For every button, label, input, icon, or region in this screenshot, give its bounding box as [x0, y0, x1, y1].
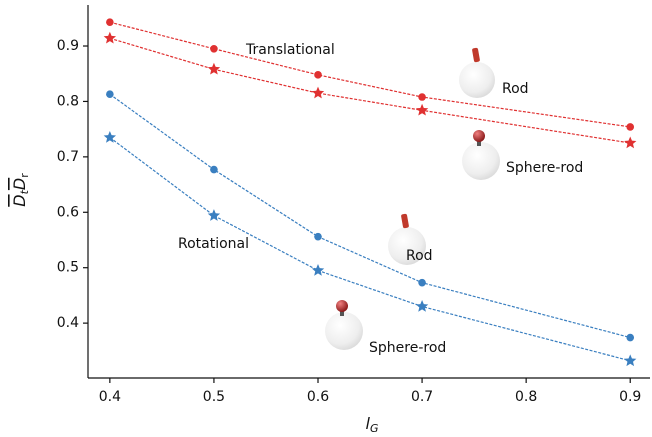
series-line [109, 21, 631, 128]
y-tick-label: 0.8 [57, 93, 79, 109]
y-tick-label: 0.7 [57, 149, 79, 165]
point-marker [626, 123, 635, 131]
y-label-base: D [10, 178, 29, 190]
x-tick-label: 0.9 [619, 389, 641, 405]
icons [325, 47, 500, 350]
y-label-base: D [10, 194, 29, 206]
star-marker [311, 263, 325, 276]
point-marker [210, 165, 218, 174]
star-marker [207, 62, 221, 75]
point-marker [314, 71, 322, 79]
star-marker [624, 354, 637, 367]
star-marker [415, 103, 429, 116]
star-marker [415, 300, 429, 312]
star-marker [103, 31, 117, 44]
x-label-sub: G [370, 422, 379, 435]
x-tick-label: 0.8 [515, 389, 537, 405]
y-tick-label: 0.4 [57, 315, 79, 331]
annotation: Rod [406, 248, 433, 264]
x-tick-label: 0.6 [307, 389, 329, 405]
star-marker [311, 86, 325, 99]
y-tick-label: 0.9 [57, 38, 79, 54]
point-marker [106, 90, 114, 99]
point-marker [626, 333, 635, 342]
x-tick-label: 0.7 [411, 389, 433, 405]
annotation: Rotational [178, 236, 249, 252]
point-marker [314, 232, 322, 241]
x-tick-label: 0.4 [99, 389, 121, 405]
annotation: Sphere-rod [506, 160, 583, 176]
point-marker [418, 278, 426, 287]
star-marker [207, 209, 221, 221]
series-line [109, 37, 631, 144]
y-label-sub: t [18, 189, 31, 194]
y-label-sub: r [18, 173, 31, 178]
star-marker [103, 130, 117, 143]
x-label-base: l [366, 414, 371, 433]
x-tick-label: 0.5 [203, 389, 225, 405]
point-marker [106, 18, 114, 26]
point-marker [418, 93, 426, 101]
y-tick-label: 0.5 [57, 260, 79, 276]
y-axis-label: DtDr [10, 173, 32, 207]
x-axis-label: lG [366, 414, 379, 436]
annotation: Rod [502, 81, 529, 97]
point-marker [210, 44, 218, 53]
star-marker [624, 136, 637, 149]
annotation: Sphere-rod [369, 340, 446, 356]
annotation: Translational [245, 42, 335, 58]
y-tick-label: 0.6 [57, 204, 79, 220]
